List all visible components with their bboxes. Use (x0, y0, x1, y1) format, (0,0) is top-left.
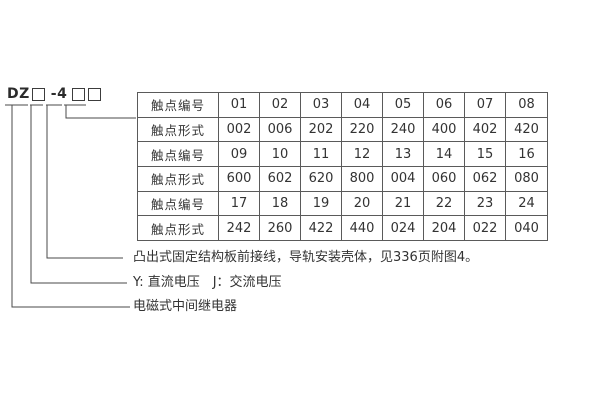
callout-relay-type-label: 电磁式中间继电器 (133, 299, 238, 314)
table-cell: 20 (341, 190, 383, 217)
table-cell: 21 (382, 190, 424, 217)
row-label: 触点编号 (137, 92, 219, 118)
table-row: 触点编号 09 10 11 12 13 14 15 16 (137, 141, 548, 168)
table-cell: 040 (505, 215, 548, 242)
table-cell: 02 (259, 92, 301, 118)
table-cell: 18 (259, 190, 301, 217)
table-cell: 06 (423, 92, 465, 118)
table-cell: 14 (423, 141, 465, 168)
callout-voltage-type-label: Y: 直流电压 J：交流电压 (133, 275, 282, 290)
table-cell: 01 (218, 92, 260, 118)
table-cell: 17 (218, 190, 260, 217)
table-cell: 600 (218, 166, 260, 192)
table-cell: 04 (341, 92, 383, 118)
table-cell: 220 (341, 116, 383, 143)
table-cell: 024 (382, 215, 424, 242)
table-cell: 202 (300, 116, 342, 143)
table-cell: 12 (341, 141, 383, 168)
table-cell: 03 (300, 92, 342, 118)
table-cell: 080 (505, 166, 548, 192)
table-cell: 22 (423, 190, 465, 217)
leader-to-voltage-type (30, 105, 127, 284)
table-cell: 440 (341, 215, 383, 242)
row-label: 触点形式 (137, 166, 219, 192)
table-cell: 022 (464, 215, 506, 242)
row-label: 触点形式 (137, 215, 219, 242)
table-cell: 062 (464, 166, 506, 192)
table-cell: 800 (341, 166, 383, 192)
table-cell: 16 (505, 141, 548, 168)
row-label: 触点形式 (137, 116, 219, 143)
table-cell: 422 (300, 215, 342, 242)
table-cell: 240 (382, 116, 424, 143)
table-cell: 204 (423, 215, 465, 242)
table-cell: 05 (382, 92, 424, 118)
callout-structure-label: 凸出式固定结构板前接线，导轨安装壳体，见336页附图4。 (133, 250, 479, 265)
table-cell: 260 (259, 215, 301, 242)
placeholder-box-voltage-icon (31, 87, 45, 101)
table-cell: 07 (464, 92, 506, 118)
table-cell: 602 (259, 166, 301, 192)
placeholder-box-contact2-icon (88, 87, 102, 101)
contact-code-table: 触点编号 01 02 03 04 05 06 07 08 触点形式 002 00… (137, 92, 548, 242)
row-label: 触点编号 (137, 190, 219, 217)
table-cell: 13 (382, 141, 424, 168)
table-cell: 23 (464, 190, 506, 217)
model-mid: -4 (50, 86, 68, 102)
model-prefix: DZ (7, 86, 30, 102)
row-label: 触点编号 (137, 141, 219, 168)
table-row: 触点编号 01 02 03 04 05 06 07 08 (137, 92, 548, 118)
table-row: 触点编号 17 18 19 20 21 22 23 24 (137, 190, 548, 217)
table-cell: 10 (259, 141, 301, 168)
placeholder-box-contact1-icon (72, 87, 86, 101)
leader-to-contact-table (65, 105, 136, 119)
table-cell: 004 (382, 166, 424, 192)
table-cell: 19 (300, 190, 342, 217)
table-cell: 15 (464, 141, 506, 168)
table-cell: 006 (259, 116, 301, 143)
table-cell: 09 (218, 141, 260, 168)
table-row: 触点形式 002 006 202 220 240 400 402 420 (137, 116, 548, 143)
table-cell: 060 (423, 166, 465, 192)
table-cell: 402 (464, 116, 506, 143)
table-cell: 08 (505, 92, 548, 118)
leader-to-structure (46, 105, 123, 259)
table-cell: 420 (505, 116, 548, 143)
table-cell: 11 (300, 141, 342, 168)
leader-to-relay-type (11, 105, 130, 308)
table-cell: 24 (505, 190, 548, 217)
table-cell: 242 (218, 215, 260, 242)
table-row: 触点形式 600 602 620 800 004 060 062 080 (137, 166, 548, 192)
model-code: DZ -4 (7, 86, 102, 102)
table-cell: 400 (423, 116, 465, 143)
table-row: 触点形式 242 260 422 440 024 204 022 040 (137, 215, 548, 242)
table-cell: 002 (218, 116, 260, 143)
table-cell: 620 (300, 166, 342, 192)
